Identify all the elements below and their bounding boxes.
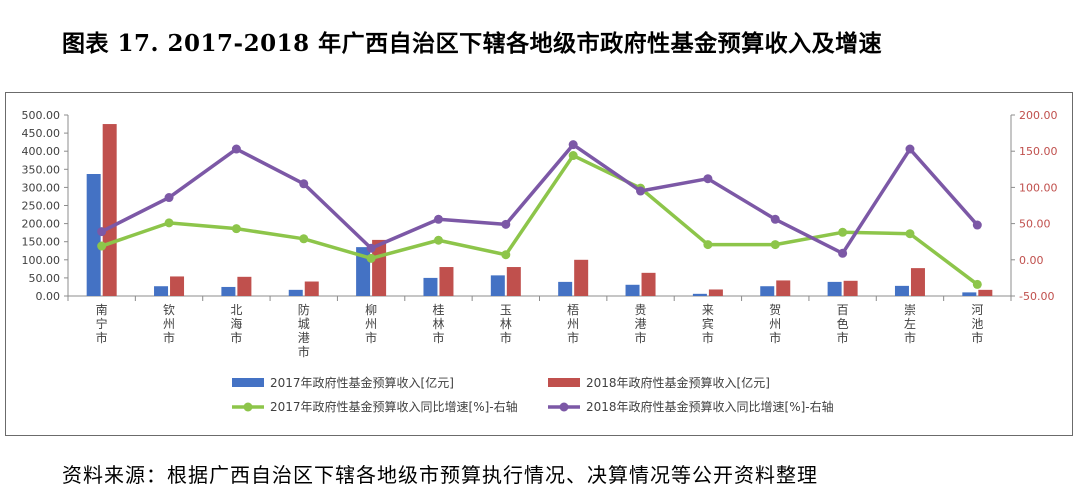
point-2017 bbox=[972, 279, 982, 289]
legend-marker bbox=[559, 402, 569, 412]
legend-label: 2018年政府性基金预算收入同比增速[%]-右轴 bbox=[586, 399, 834, 414]
point-2017 bbox=[299, 234, 309, 244]
chart-frame: 0.00 50.00 100.00 150.00 200.00 250.00 300.00 3… bbox=[5, 92, 1073, 436]
point-2018 bbox=[838, 248, 848, 258]
bar-2017 bbox=[962, 292, 977, 296]
point-2017 bbox=[770, 240, 780, 250]
point-2018 bbox=[501, 219, 511, 229]
bar-2018 bbox=[910, 268, 925, 296]
point-2018 bbox=[164, 193, 174, 203]
bar-2017 bbox=[154, 286, 169, 296]
point-2018 bbox=[299, 179, 309, 189]
point-2018 bbox=[905, 144, 915, 154]
left-tick-label: 300.00 bbox=[22, 181, 61, 194]
bar-2018 bbox=[102, 124, 117, 296]
bar-2017 bbox=[894, 285, 909, 296]
line-series-2017 bbox=[101, 153, 979, 286]
point-2018 bbox=[568, 140, 578, 150]
left-tick-label: 350.00 bbox=[22, 163, 61, 176]
x-tick-label: 百色市 bbox=[837, 303, 849, 345]
legend-label: 2018年政府性基金预算收入[亿元] bbox=[586, 375, 770, 390]
point-2018 bbox=[703, 174, 713, 184]
legend-marker bbox=[243, 402, 253, 412]
point-2017 bbox=[231, 224, 241, 234]
left-tick-label: 450.00 bbox=[22, 127, 61, 140]
x-tick-label: 来宾市 bbox=[702, 303, 714, 345]
left-tick-label: 100.00 bbox=[22, 254, 61, 267]
left-tick-label: 50.00 bbox=[29, 272, 61, 285]
bar-2018 bbox=[978, 289, 993, 296]
source-note: 资料来源：根据广西自治区下辖各地级市预算执行情况、决算情况等公开资料整理 bbox=[62, 463, 818, 487]
point-2017 bbox=[97, 241, 107, 251]
bar-2018 bbox=[439, 267, 454, 296]
left-tick-label: 0.00 bbox=[36, 290, 61, 303]
point-2018 bbox=[770, 214, 780, 224]
bar-2018 bbox=[641, 272, 656, 296]
point-2017 bbox=[366, 253, 376, 263]
x-tick-label: 南宁市 bbox=[96, 302, 108, 345]
chart-svg: 0.00 50.00 100.00 150.00 200.00 250.00 300.00 3… bbox=[22, 109, 1058, 414]
point-2017 bbox=[501, 250, 511, 260]
x-tick-label: 梧州市 bbox=[567, 302, 579, 345]
legend-label: 2017年政府性基金预算收入同比增速[%]-右轴 bbox=[270, 399, 518, 414]
bar-2017 bbox=[760, 286, 775, 296]
bar-2017 bbox=[625, 284, 640, 296]
bar-2017 bbox=[356, 247, 371, 296]
x-tick-label: 桂林市 bbox=[432, 302, 444, 345]
left-tick-label: 500.00 bbox=[22, 109, 61, 122]
x-tick-label: 崇左市 bbox=[904, 303, 916, 345]
legend-swatch bbox=[548, 378, 580, 387]
right-tick-label: 50.00 bbox=[1019, 218, 1051, 231]
line-series-2018 bbox=[100, 142, 979, 256]
bar-2017 bbox=[423, 277, 438, 296]
bar-2018 bbox=[170, 276, 185, 296]
x-tick-label: 钦州市 bbox=[163, 303, 175, 345]
right-tick-label: 150.00 bbox=[1019, 145, 1058, 158]
left-tick-label: 400.00 bbox=[22, 145, 61, 158]
x-tick-label: 北海市 bbox=[230, 303, 242, 345]
bar-2017 bbox=[490, 275, 505, 296]
right-tick-label: 100.00 bbox=[1019, 181, 1058, 194]
bar-2018 bbox=[843, 280, 858, 296]
point-2018 bbox=[366, 243, 376, 253]
legend-swatch bbox=[232, 378, 264, 387]
point-2017 bbox=[838, 227, 848, 237]
x-tick-label: 贵港市 bbox=[635, 303, 647, 345]
point-2017 bbox=[568, 151, 578, 161]
bar-2018 bbox=[574, 259, 589, 296]
point-2018 bbox=[97, 227, 107, 237]
legend-label: 2017年政府性基金预算收入[亿元] bbox=[270, 375, 454, 390]
x-tick-label: 柳州市 bbox=[365, 303, 377, 345]
x-tick-label: 河池市 bbox=[971, 303, 983, 345]
x-tick-label: 贺州市 bbox=[769, 303, 781, 345]
bar-2017 bbox=[558, 281, 573, 296]
point-2017 bbox=[164, 218, 174, 228]
bar-2018 bbox=[237, 276, 252, 296]
left-tick-label: 150.00 bbox=[22, 236, 61, 249]
bar-2018 bbox=[304, 281, 319, 296]
right-tick-label: 200.00 bbox=[1019, 109, 1058, 122]
point-2018 bbox=[433, 214, 443, 224]
page-title: 图表 17. 2017-2018 年广西自治区下辖各地级市政府性基金预算收入及增… bbox=[62, 30, 883, 57]
x-tick-label: 防城港市 bbox=[298, 302, 310, 359]
left-tick-label: 200.00 bbox=[22, 218, 61, 231]
bar-2017 bbox=[221, 286, 236, 296]
point-2017 bbox=[703, 240, 713, 250]
left-tick-label: 250.00 bbox=[22, 200, 61, 213]
bar-2018 bbox=[506, 267, 521, 296]
bar-2017 bbox=[86, 174, 101, 296]
right-tick-label: 0.00 bbox=[1019, 254, 1044, 267]
bar-2017 bbox=[692, 293, 707, 296]
bar-2017 bbox=[827, 281, 842, 296]
point-2018 bbox=[972, 220, 982, 230]
x-tick-label: 玉林市 bbox=[500, 303, 512, 345]
point-2017 bbox=[433, 235, 443, 245]
point-2018 bbox=[636, 186, 646, 196]
right-tick-label: -50.00 bbox=[1019, 290, 1054, 303]
bar-2017 bbox=[288, 289, 303, 296]
point-2018 bbox=[231, 144, 241, 154]
bar-2018 bbox=[776, 280, 791, 296]
bar-2018 bbox=[708, 289, 723, 296]
point-2017 bbox=[905, 229, 915, 239]
